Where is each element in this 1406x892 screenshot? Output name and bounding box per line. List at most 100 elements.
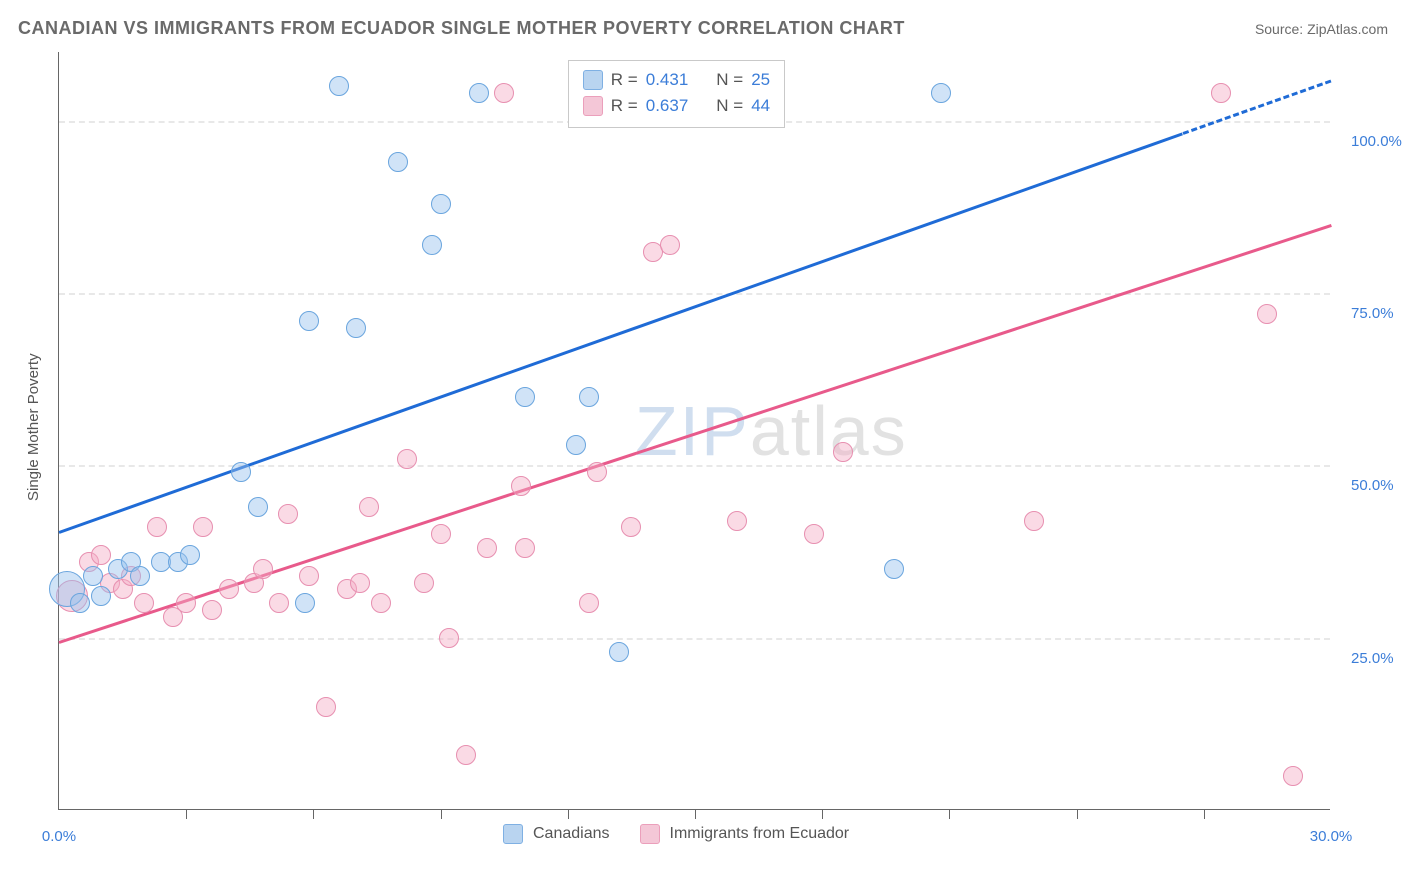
chart-title: CANADIAN VS IMMIGRANTS FROM ECUADOR SING… bbox=[18, 18, 905, 39]
canadians-point bbox=[431, 194, 451, 214]
canadians-point bbox=[566, 435, 586, 455]
y-tick-label: 75.0% bbox=[1351, 305, 1394, 322]
immigrants-point bbox=[176, 593, 196, 613]
immigrants-point bbox=[439, 628, 459, 648]
immigrants-point bbox=[371, 593, 391, 613]
immigrants-point bbox=[621, 517, 641, 537]
canadians-point bbox=[248, 497, 268, 517]
immigrants-point bbox=[477, 538, 497, 558]
legend-label: Canadians bbox=[533, 825, 610, 843]
canadians-point bbox=[346, 318, 366, 338]
canadians-point bbox=[931, 83, 951, 103]
immigrants-point bbox=[350, 573, 370, 593]
immigrants-point bbox=[316, 697, 336, 717]
r-value: 0.431 bbox=[646, 70, 689, 90]
x-tick bbox=[186, 809, 187, 819]
canadians-point bbox=[884, 559, 904, 579]
canadians-point bbox=[83, 566, 103, 586]
immigrants-point bbox=[1024, 511, 1044, 531]
x-tick bbox=[949, 809, 950, 819]
gridline bbox=[59, 293, 1330, 295]
immigrants-point bbox=[833, 442, 853, 462]
immigrants-point bbox=[587, 462, 607, 482]
n-value: 25 bbox=[751, 70, 770, 90]
chart-header: CANADIAN VS IMMIGRANTS FROM ECUADOR SING… bbox=[18, 18, 1388, 39]
immigrants-point bbox=[202, 600, 222, 620]
immigrants-point bbox=[1211, 83, 1231, 103]
canadians-point bbox=[515, 387, 535, 407]
r-label: R = bbox=[611, 96, 638, 116]
canadians-point bbox=[295, 593, 315, 613]
immigrants-point bbox=[414, 573, 434, 593]
canadians-point bbox=[231, 462, 251, 482]
source-attribution: Source: ZipAtlas.com bbox=[1255, 21, 1388, 37]
immigrants-swatch bbox=[583, 96, 603, 116]
immigrants-point bbox=[134, 593, 154, 613]
immigrants-point bbox=[91, 545, 111, 565]
immigrants-point bbox=[579, 593, 599, 613]
y-tick-label: 50.0% bbox=[1351, 477, 1394, 494]
n-label: N = bbox=[716, 96, 743, 116]
immigrants-point bbox=[193, 517, 213, 537]
x-tick-label: 0.0% bbox=[42, 828, 76, 845]
source-prefix: Source: bbox=[1255, 21, 1307, 37]
canadians-point bbox=[130, 566, 150, 586]
immigrants-point bbox=[359, 497, 379, 517]
legend-label: Immigrants from Ecuador bbox=[670, 825, 850, 843]
bottom-legend: Canadians Immigrants from Ecuador bbox=[503, 824, 849, 844]
canadians-swatch bbox=[503, 824, 523, 844]
canadians-swatch bbox=[583, 70, 603, 90]
immigrants-point bbox=[431, 524, 451, 544]
immigrants-point bbox=[804, 524, 824, 544]
x-tick bbox=[1204, 809, 1205, 819]
gridline bbox=[59, 638, 1330, 640]
immigrants-point bbox=[278, 504, 298, 524]
legend-item-immigrants: Immigrants from Ecuador bbox=[640, 824, 850, 844]
x-tick bbox=[1077, 809, 1078, 819]
immigrants-point bbox=[511, 476, 531, 496]
canadians-trendline bbox=[58, 132, 1183, 534]
x-tick bbox=[695, 809, 696, 819]
immigrants-point bbox=[727, 511, 747, 531]
x-tick bbox=[822, 809, 823, 819]
immigrants-point bbox=[147, 517, 167, 537]
x-tick bbox=[568, 809, 569, 819]
canadians-point bbox=[579, 387, 599, 407]
watermark-atlas: atlas bbox=[750, 392, 908, 470]
immigrants-point bbox=[269, 593, 289, 613]
scatter-plot-area: ZIPatlas 25.0%50.0%75.0%100.0%0.0%30.0%R… bbox=[58, 52, 1330, 810]
canadians-point bbox=[299, 311, 319, 331]
watermark: ZIPatlas bbox=[635, 391, 908, 471]
y-axis-label: Single Mother Poverty bbox=[25, 353, 42, 501]
canadians-point bbox=[329, 76, 349, 96]
canadians-trendline-dash bbox=[1182, 80, 1331, 135]
x-tick bbox=[313, 809, 314, 819]
immigrants-point bbox=[1283, 766, 1303, 786]
canadians-point bbox=[469, 83, 489, 103]
immigrants-point bbox=[515, 538, 535, 558]
immigrants-point bbox=[253, 559, 273, 579]
canadians-point bbox=[422, 235, 442, 255]
stats-row-canadians: R = 0.431 N = 25 bbox=[583, 67, 770, 93]
immigrants-point bbox=[397, 449, 417, 469]
watermark-zip: ZIP bbox=[635, 392, 750, 470]
n-value: 44 bbox=[751, 96, 770, 116]
x-tick bbox=[441, 809, 442, 819]
stats-box: R = 0.431 N = 25 R = 0.637N = 44 bbox=[568, 60, 785, 128]
immigrants-swatch bbox=[640, 824, 660, 844]
immigrants-point bbox=[660, 235, 680, 255]
immigrants-point bbox=[494, 83, 514, 103]
y-tick-label: 100.0% bbox=[1351, 133, 1402, 150]
immigrants-point bbox=[1257, 304, 1277, 324]
legend-item-canadians: Canadians bbox=[503, 824, 610, 844]
immigrants-point bbox=[456, 745, 476, 765]
r-label: R = bbox=[611, 70, 638, 90]
canadians-point bbox=[91, 586, 111, 606]
canadians-point bbox=[70, 593, 90, 613]
immigrants-point bbox=[219, 579, 239, 599]
canadians-point bbox=[388, 152, 408, 172]
n-label: N = bbox=[716, 70, 743, 90]
canadians-point bbox=[180, 545, 200, 565]
stats-row-immigrants: R = 0.637N = 44 bbox=[583, 93, 770, 119]
canadians-point bbox=[609, 642, 629, 662]
